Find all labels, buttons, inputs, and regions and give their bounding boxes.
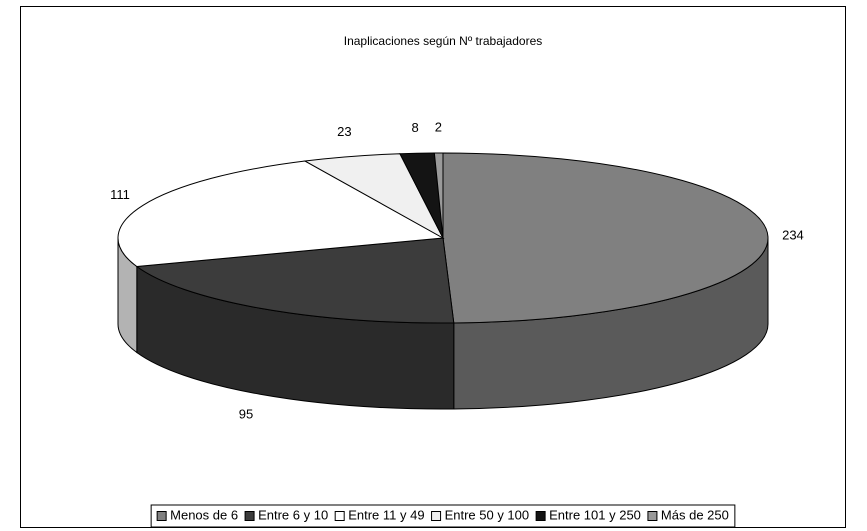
data-label: 8 (412, 120, 419, 135)
legend-swatch (535, 511, 546, 521)
data-label: 234 (782, 228, 804, 243)
legend-label: Menos de 6 (170, 507, 238, 522)
slice (117, 160, 445, 268)
legend-label: Entre 6 y 10 (258, 507, 328, 522)
legend-label: Entre 11 y 49 (348, 507, 424, 522)
legend-label: Más de 250 (661, 507, 729, 522)
legend-box (150, 504, 736, 528)
data-label: 2 (435, 119, 442, 134)
data-label: 95 (239, 406, 253, 421)
legend: Menos de 6 Entre 6 y 10 Entre 11 y 49 Entre… (156, 507, 729, 522)
slice (433, 152, 444, 239)
data-label: 111 (110, 187, 130, 202)
legend-swatch (156, 511, 167, 521)
chart-title: Inaplicaciones según Nº trabajadores (344, 34, 543, 48)
slice (442, 152, 769, 324)
legend-swatch (431, 511, 442, 521)
legend-label: Entre 101 y 250 (549, 507, 641, 522)
legend-label: Entre 50 y 100 (445, 507, 530, 522)
legend-swatch (244, 511, 255, 521)
data-label: 23 (337, 124, 351, 139)
legend-swatch (647, 511, 658, 521)
legend-swatch (334, 511, 345, 521)
